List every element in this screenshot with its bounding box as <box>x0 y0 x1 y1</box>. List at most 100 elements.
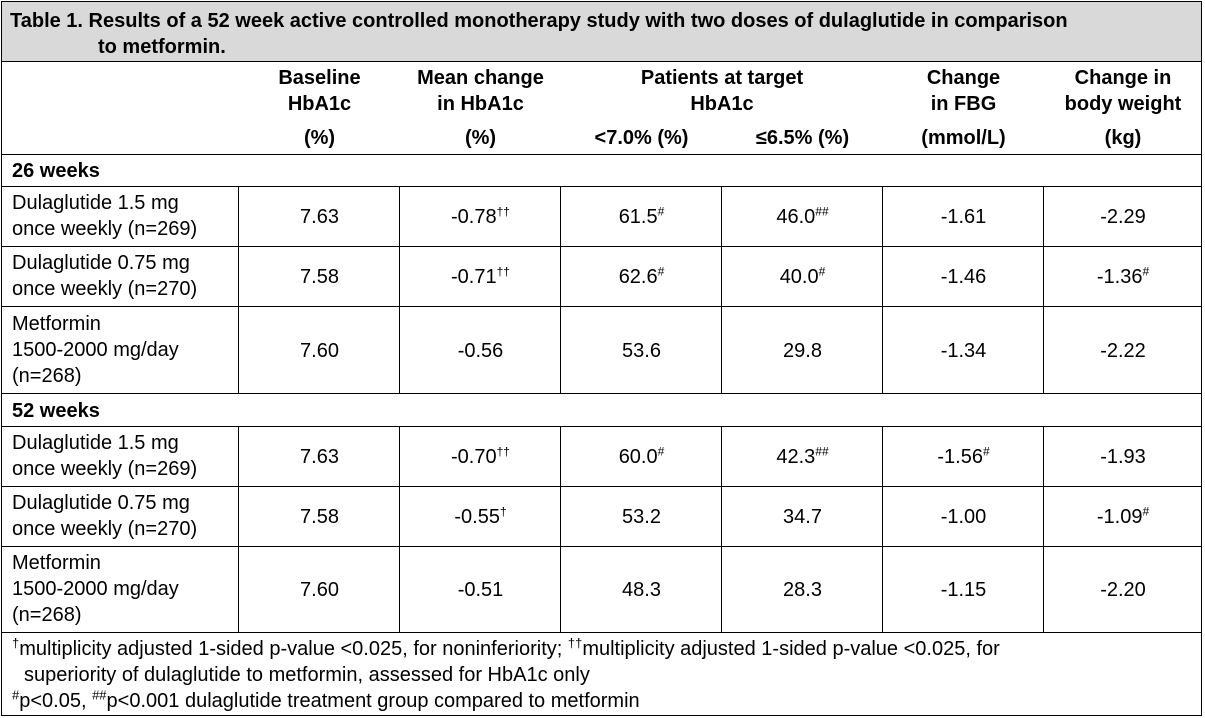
footnote-symbol: # <box>12 687 20 703</box>
cell-footnote-mark: # <box>657 204 665 219</box>
cell-footnote-mark: ## <box>815 444 829 459</box>
cell-fbg: -1.46 <box>883 264 1044 290</box>
cell-value: -1.36 <box>1096 266 1143 288</box>
cell-value: -0.78 <box>451 206 497 228</box>
cell-value: -0.71 <box>451 266 497 288</box>
cell-value: -0.56 <box>457 340 504 362</box>
row-label-line: Dulaglutide 0.75 mg <box>12 492 190 514</box>
cell-value: -2.20 <box>1100 579 1146 601</box>
cell-fbg: -1.34 <box>883 338 1044 364</box>
rule-row4-bottom <box>2 486 1201 487</box>
footnote-text: multiplicity adjusted 1-sided p-value <0… <box>582 638 1000 660</box>
cell-value: -0.51 <box>457 579 504 601</box>
row-label-26w-metformin: Metformin 1500-2000 mg/day (n=268) <box>12 311 237 389</box>
row-label-52w-dula075: Dulaglutide 0.75 mg once weekly (n=270) <box>12 490 237 542</box>
cell-value: -2.29 <box>1100 206 1146 228</box>
cell-value: 7.58 <box>300 266 339 288</box>
footnote-symbol: † <box>12 635 20 651</box>
row-label-line: (n=268) <box>12 365 82 387</box>
cell-footnote-mark: † <box>499 504 507 519</box>
header-body-weight-l2: body weight <box>1064 93 1182 115</box>
cell-value: 60.0 <box>618 446 658 468</box>
header-body-weight-l1: Change in <box>1074 67 1172 89</box>
cell-fbg: -1.56# <box>883 444 1044 470</box>
cell-baseline: 7.60 <box>239 338 400 364</box>
cell-footnote-mark: # <box>657 264 665 279</box>
cell-value: 7.63 <box>300 446 339 468</box>
cell-mean-change: -0.56 <box>400 338 561 364</box>
vrule-b2 <box>399 426 400 632</box>
cell-mean-change: -0.70†† <box>400 444 561 470</box>
cell-value: -1.93 <box>1100 446 1146 468</box>
header-lt70: <7.0% (%) <box>594 127 689 149</box>
rule-header-bottom <box>2 154 1201 155</box>
row-label-52w-metformin: Metformin 1500-2000 mg/day (n=268) <box>12 550 237 628</box>
vrule-c1 <box>560 186 561 393</box>
header-le65: ≤6.5% (%) <box>755 127 850 149</box>
section-52-weeks: 52 weeks <box>12 400 100 422</box>
vrule-d2 <box>721 426 722 632</box>
vrule-f1 <box>1043 186 1044 393</box>
row-label-26w-dula075: Dulaglutide 0.75 mg once weekly (n=270) <box>12 250 237 302</box>
cell-le65: 29.8 <box>722 338 883 364</box>
cell-body-weight: -2.22 <box>1044 338 1202 364</box>
cell-le65: 28.3 <box>722 577 883 603</box>
cell-mean-change: -0.78†† <box>400 204 561 230</box>
row-label-line: once weekly (n=270) <box>12 278 198 300</box>
footnote-continuation: superiority of dulaglutide to metformin,… <box>24 664 590 686</box>
cell-value: -1.61 <box>940 206 987 228</box>
cell-value: -1.00 <box>940 506 987 528</box>
cell-value: 46.0 <box>776 206 816 228</box>
footnote-line1: † multiplicity adjusted 1-sided p-value <… <box>12 636 1192 662</box>
row-label-line: Dulaglutide 0.75 mg <box>12 252 190 274</box>
rule-row3-bottom <box>2 393 1201 394</box>
header-fbg-l2: in FBG <box>930 93 997 115</box>
cell-le65: 34.7 <box>722 504 883 530</box>
cell-value: 7.63 <box>300 206 339 228</box>
rule-52w-bottom <box>2 426 1201 427</box>
vrule-a2 <box>238 426 239 632</box>
header-fbg: Change in FBG (mmol/L) <box>883 65 1044 151</box>
rule-row2-bottom <box>2 306 1201 307</box>
row-label-line: (n=268) <box>12 604 82 626</box>
cell-value: 7.60 <box>300 579 339 601</box>
table-title-line2: to metformin. <box>98 36 226 58</box>
cell-baseline: 7.63 <box>239 204 400 230</box>
footnote-text: p<0.05, <box>19 690 93 712</box>
cell-footnote-mark: # <box>982 444 990 459</box>
cell-body-weight: -2.29 <box>1044 204 1202 230</box>
cell-value: -2.22 <box>1100 340 1146 362</box>
row-label-line: Dulaglutide 1.5 mg <box>12 432 179 454</box>
row-label-line: Metformin <box>12 313 101 335</box>
cell-footnote-mark: # <box>818 264 826 279</box>
cell-footnote-mark: # <box>1142 504 1150 519</box>
cell-footnote-mark: # <box>657 444 665 459</box>
footnote-symbol: ## <box>92 687 107 703</box>
cell-baseline: 7.60 <box>239 577 400 603</box>
cell-value: 7.58 <box>300 506 339 528</box>
header-baseline: Baseline HbA1c (%) <box>239 65 400 151</box>
cell-value: -0.55 <box>454 506 500 528</box>
row-label-line: once weekly (n=269) <box>12 218 198 240</box>
footnote-line3: #p<0.05, ##p<0.001 dulaglutide treatment… <box>12 688 1192 714</box>
cell-footnote-mark: # <box>1142 264 1150 279</box>
cell-value: -1.56 <box>937 446 983 468</box>
cell-fbg: -1.00 <box>883 504 1044 530</box>
cell-body-weight: -1.09# <box>1044 504 1202 530</box>
cell-body-weight: -1.93 <box>1044 444 1202 470</box>
cell-lt70: 48.3 <box>561 577 722 603</box>
cell-footnote-mark: †† <box>496 264 510 279</box>
vrule-e1 <box>882 186 883 393</box>
footnote-text: p<0.001 dulaglutide treatment group comp… <box>106 690 640 712</box>
header-fbg-unit: (mmol/L) <box>921 127 1006 149</box>
cell-le65: 46.0## <box>722 204 883 230</box>
cell-baseline: 7.58 <box>239 504 400 530</box>
rule-row6-bottom <box>2 632 1201 633</box>
header-body-weight: Change in body weight (kg) <box>1044 65 1202 151</box>
cell-value: 53.2 <box>622 506 661 528</box>
cell-fbg: -1.61 <box>883 204 1044 230</box>
cell-baseline: 7.63 <box>239 444 400 470</box>
row-label-line: 1500-2000 mg/day <box>12 339 179 361</box>
cell-baseline: 7.58 <box>239 264 400 290</box>
